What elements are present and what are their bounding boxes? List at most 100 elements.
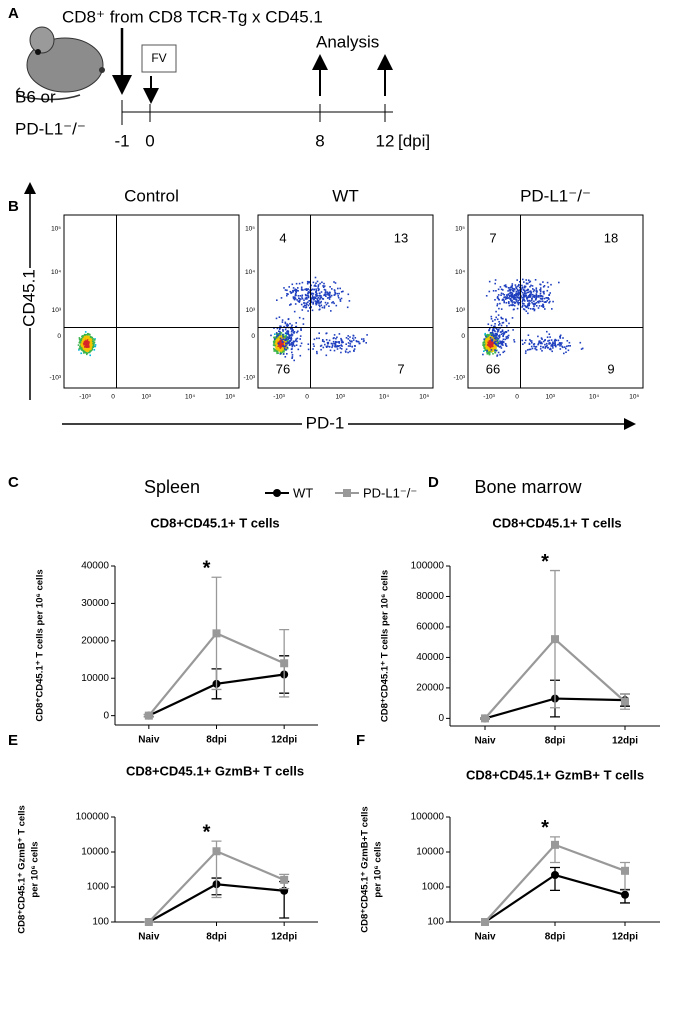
cell-dot [286,332,289,335]
cell-dot [541,342,543,345]
cell-dot [331,301,333,304]
cell-dot [299,354,302,357]
cell-dot [503,300,505,302]
cell-dot [483,347,486,349]
quadrant-percent: 7 [489,230,496,245]
cell-dot [273,339,276,342]
cell-dot [500,292,503,295]
cell-dot [516,293,519,296]
cell-dot [89,340,92,342]
cell-dot [487,335,489,337]
cell-dot [316,295,319,297]
cell-dot [488,343,491,345]
cell-dot [324,292,327,294]
host-label: B6 or [15,87,56,106]
cell-dot [504,285,507,288]
dot-cloud [77,331,97,357]
flow-x-tick: 10³ [336,394,346,401]
cell-dot [513,304,516,307]
cell-dot [505,331,507,333]
cell-dot [345,351,347,353]
cell-dot [333,349,336,352]
cell-dot [541,295,544,298]
cell-dot [518,289,521,291]
cell-dot [523,281,525,283]
cell-dot [83,340,85,342]
cell-dot [308,291,311,294]
cell-dot [300,342,303,345]
cell-dot [497,335,500,337]
cell-dot [511,292,514,295]
cell-dot [558,343,560,346]
cell-dot [523,308,526,311]
cell-dot [279,351,282,354]
cell-dot [289,334,292,337]
cell-dot [521,339,524,342]
cell-dot [281,340,284,343]
cell-dot [516,296,518,298]
cell-dot [501,322,504,324]
cell-dot [538,305,541,307]
cell-dot [273,343,276,345]
cell-dot [517,285,519,287]
quadrant-percent: 9 [607,361,614,376]
cell-dot [520,290,523,292]
cell-dot [315,302,317,304]
cell-dot [557,343,559,346]
cell-dot [348,300,351,302]
cell-dot [279,325,281,327]
cell-dot [291,344,294,347]
cell-dot [299,298,302,300]
cell-dot [531,347,534,350]
cell-dot [491,341,494,343]
cell-dot [88,335,90,338]
cell-dot [299,295,302,297]
cell-dot [546,336,549,338]
cell-dot [518,293,520,295]
cell-dot [509,290,511,292]
cell-dot [319,345,322,347]
cell-dot [525,350,527,352]
cell-dot [501,343,503,346]
y-axis-label: per 10⁶ cells [30,841,41,897]
cell-dot [338,342,341,344]
cell-dot [500,347,503,349]
cell-dot [496,304,498,307]
flow-x-tick: 10⁴ [589,394,599,401]
cell-dot [488,338,491,340]
cell-dot [485,346,488,349]
y-tick-label: 10000 [81,847,109,858]
cell-dot [314,276,317,279]
cell-dot [498,324,500,326]
flow-frame [63,214,240,389]
cell-dot [487,343,489,345]
cell-dot [503,332,506,335]
cell-dot [495,343,497,345]
cell-dot [340,348,343,350]
label-bg [302,414,348,434]
cell-dot [531,342,533,344]
cell-dot [486,338,489,341]
cell-dot [523,296,525,298]
cell-dot [550,348,552,351]
y-tick-label: 10000 [81,673,109,684]
x-tick-label: Naiv [474,736,496,747]
cell-dot [80,338,83,340]
cell-dot [290,342,292,345]
cell-dot [513,288,516,291]
cell-dot [303,302,305,304]
cell-dot [342,341,344,344]
cell-dot [82,339,84,342]
cell-dot [323,285,326,287]
cell-dot [533,345,535,348]
cell-dot [490,335,492,338]
cell-dot [527,334,530,336]
cell-dot [320,348,322,351]
cell-dot [274,333,276,335]
y-tick-label: 60000 [416,622,444,633]
cell-dot [494,319,496,321]
cell-dot [316,352,318,355]
cell-dot [347,342,350,344]
cell-dot [530,293,532,296]
cell-dot [517,300,519,302]
